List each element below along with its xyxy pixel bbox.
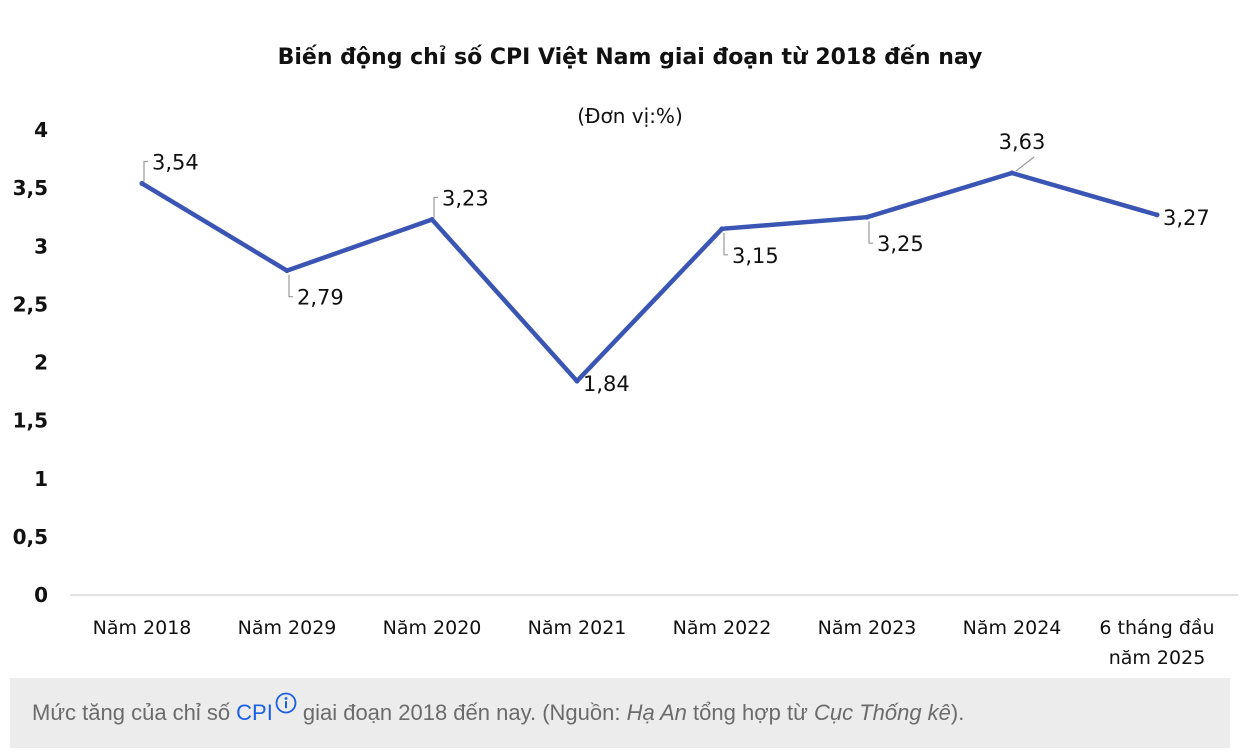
caption-text-before: Mức tăng của chỉ số [32,700,231,725]
data-point [719,226,725,232]
data-point [284,268,290,274]
cpi-line-chart: Biến động chỉ số CPI Việt Nam giai đoạn … [13,45,1238,669]
data-label: 2,79 [297,286,344,310]
data-point [574,378,580,384]
y-tick-label: 2,5 [13,292,48,316]
data-label: 3,63 [999,130,1046,154]
y-tick-label: 3 [34,234,48,258]
data-point [1154,212,1160,218]
x-tick-label: Năm 2018 [93,617,192,639]
y-tick-label: 1 [34,467,48,491]
data-label-leader [868,221,873,244]
image-caption: Mức tăng của chỉ số CPI giai đoạn 2018 đ… [10,678,1230,748]
y-tick-label: 0 [34,583,48,607]
cpi-link[interactable]: CPI [236,700,273,725]
data-label: 3,27 [1163,206,1210,230]
data-label-leader [1015,156,1035,172]
data-point [139,180,145,186]
y-tick-label: 3,5 [13,176,48,200]
data-label: 3,15 [732,244,779,268]
x-tick-label: Năm 2020 [383,617,482,639]
data-label-leader [433,196,438,218]
cpi-series-line [139,170,1160,384]
data-label: 3,25 [877,232,924,256]
data-label: 3,54 [152,150,199,174]
y-axis: 0 0,5 1 1,5 2 2,5 3 3,5 4 [13,118,48,607]
chart-subtitle: (Đơn vị:%) [577,104,683,128]
y-tick-label: 4 [34,118,48,142]
y-tick-label: 2 [34,351,48,375]
x-tick-label: Năm 2024 [963,617,1062,639]
x-tick-label: Năm 2029 [238,617,337,639]
caption-text-end: ). [950,700,965,725]
info-circle-icon[interactable] [275,692,297,720]
x-tick-label: Năm 2022 [673,617,772,639]
caption-source: Cục Thống kê [813,700,951,725]
data-labels: 3,54 2,79 3,23 1,84 3,15 3,25 3,63 3,27 [143,130,1210,396]
data-label: 3,23 [442,187,489,211]
data-label-leader [723,232,728,256]
caption-text-middle: giai đoạn 2018 đến nay. (Nguồn: [302,700,621,725]
x-tick-label: 6 tháng đầu năm 2025 [1099,617,1214,669]
caption-text-between: tổng hợp từ [693,700,808,725]
y-tick-label: 0,5 [13,525,48,549]
data-point [864,214,870,220]
chart-title: Biến động chỉ số CPI Việt Nam giai đoạn … [278,45,983,70]
cpi-series [139,170,1160,384]
data-point [1009,170,1015,176]
data-point [429,217,435,223]
x-tick-label: Năm 2021 [528,617,627,639]
data-label-leader [143,160,148,182]
data-label: 1,84 [583,372,630,396]
data-label-leader [288,274,293,298]
y-tick-label: 1,5 [13,409,48,433]
caption-author: Hạ An [626,700,687,725]
x-axis: Năm 2018 Năm 2029 Năm 2020 Năm 2021 Năm 2022… [93,617,1215,669]
x-tick-label: Năm 2023 [818,617,917,639]
